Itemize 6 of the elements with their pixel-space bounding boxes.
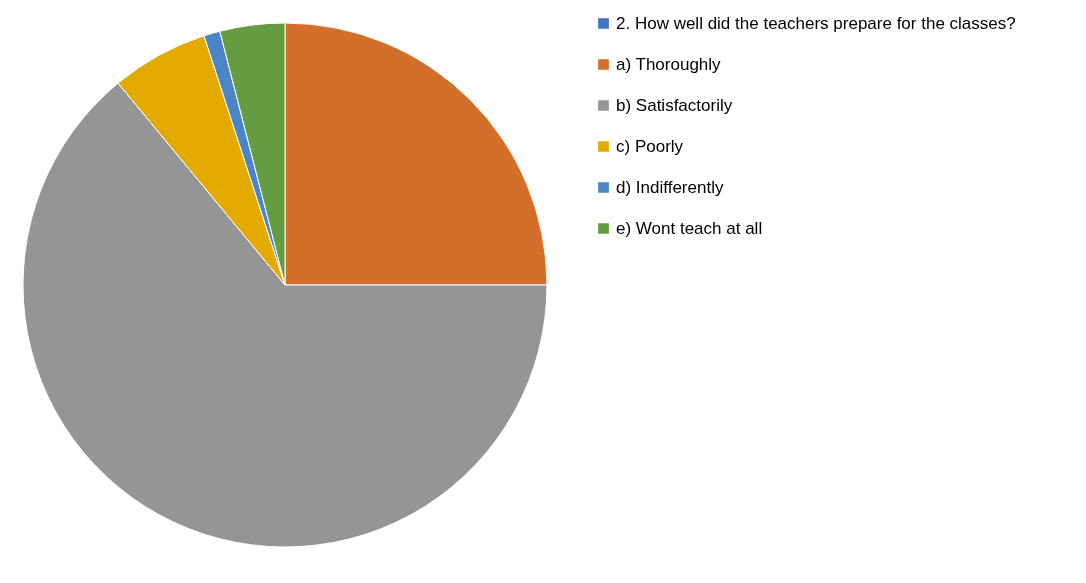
legend-label: c) Poorly <box>616 136 684 156</box>
legend-label: 2. How well did the teachers prepare for the classes? <box>616 13 1016 33</box>
legend-label: a) Thoroughly <box>616 54 722 74</box>
legend-label: d) Indifferently <box>616 177 724 197</box>
legend-label: e) Wont teach at all <box>616 218 763 238</box>
legend-label: b) Satisfactorily <box>616 95 733 115</box>
